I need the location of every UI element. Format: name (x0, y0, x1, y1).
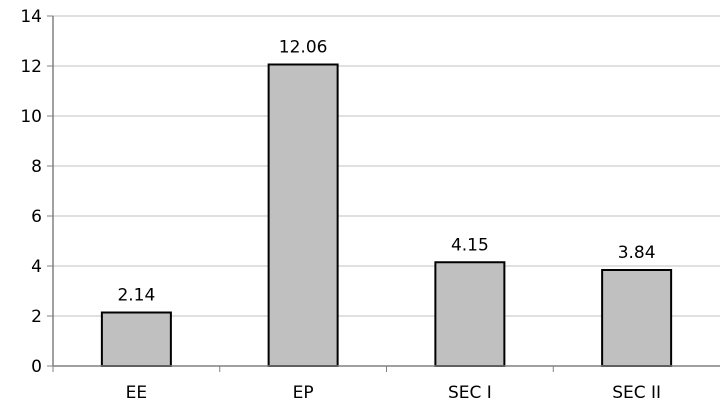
x-category-label: EP (293, 383, 314, 403)
bars (100, 63, 673, 367)
axes (47, 15, 720, 372)
y-tick-label: 12 (20, 57, 42, 77)
bar-sec-ii (601, 269, 673, 367)
data-label: 4.15 (451, 235, 489, 255)
y-tick-label: 0 (31, 357, 42, 377)
y-tick-label: 8 (31, 157, 42, 177)
y-tick-label: 4 (31, 257, 42, 277)
x-category-label: SEC II (612, 383, 661, 403)
y-tick-label: 10 (20, 107, 42, 127)
data-label: 12.06 (279, 38, 328, 58)
labels: 0 2 4 6 8 10 12 14 2.14 EE 12.06 EP 4.15 SEC I 3.84 SEC… (20, 7, 661, 403)
data-label: 3.84 (618, 243, 656, 263)
x-category-label: EE (126, 383, 147, 403)
y-tick-label: 2 (31, 307, 42, 327)
bar-sec-i (434, 261, 506, 367)
x-category-label: SEC I (448, 383, 492, 403)
y-tick-label: 14 (20, 7, 42, 27)
bar-ep (267, 63, 339, 367)
data-label: 2.14 (117, 286, 155, 306)
y-tick-label: 6 (31, 207, 42, 227)
bar-ee (100, 311, 172, 367)
gridlines (53, 15, 720, 317)
